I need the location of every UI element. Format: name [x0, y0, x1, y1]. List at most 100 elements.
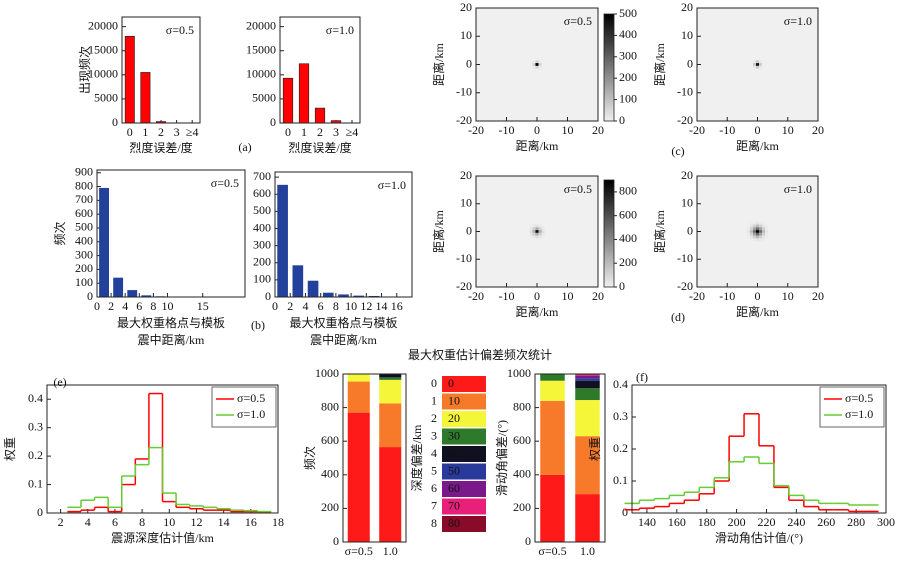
y-tick-label: 5000: [94, 91, 118, 105]
x-axis-label: 震中距离/km: [310, 332, 377, 347]
y-tick-label: 700: [253, 169, 271, 183]
heat-cell: [544, 60, 548, 64]
heat-cell: [541, 224, 545, 228]
panel-label: (d): [671, 310, 685, 324]
bar-segment: [379, 379, 402, 404]
heat-cell: [755, 68, 760, 72]
x-tick-label: 20: [812, 123, 824, 137]
legend-swatch: [442, 516, 486, 532]
y-axis-label: 出现频次: [78, 46, 92, 94]
colorbar-label: 800: [619, 184, 637, 198]
y-tick-label: 800: [513, 399, 531, 413]
x-tick-label: -10: [719, 123, 735, 137]
colorbar-label: 100: [619, 91, 637, 105]
x-tick-label: 0: [285, 125, 291, 139]
y-tick-label: 900: [75, 165, 93, 179]
y-tick-label: 100: [75, 275, 93, 289]
y-tick-label: -10: [456, 251, 472, 265]
heat-cell: [749, 238, 753, 242]
heat-cell: [529, 227, 533, 231]
heat-cell: [541, 57, 545, 61]
heat-cell: [529, 224, 533, 228]
y-tick-label: -10: [456, 85, 472, 99]
heat-cell: [544, 63, 548, 66]
x-tick-label: 220: [757, 515, 775, 529]
y-tick-label: 15000: [88, 42, 118, 56]
heat-cell: [538, 221, 542, 225]
heat-cell: [759, 230, 763, 233]
heat-cell: [749, 68, 753, 72]
bar-segment: [379, 374, 402, 378]
x-tick-label: 200: [728, 515, 746, 529]
x-tick-label: 10: [345, 299, 357, 313]
x-tick-label: 300: [877, 515, 895, 529]
x-tick-label: 6: [112, 515, 118, 529]
x-tick-label: 0: [534, 289, 540, 303]
x-axis-label: 震中距离/km: [138, 332, 205, 347]
y-tick-label: 0.3: [613, 409, 628, 423]
y-tick-label: -10: [677, 85, 693, 99]
y-tick-label: 600: [253, 186, 271, 200]
legend-label: 4: [431, 446, 437, 460]
x-tick-label: 12: [360, 299, 372, 313]
bar-segment: [540, 380, 565, 401]
heat-cell: [535, 238, 539, 242]
heat-cell: [529, 71, 533, 75]
heat-cell: [746, 57, 750, 61]
heat-cell: [541, 235, 545, 239]
y-tick-label: 200: [513, 500, 531, 514]
x-tick-label: 2: [58, 515, 64, 529]
x-tick-label: 3: [174, 125, 180, 139]
heat-cell: [749, 224, 753, 228]
heat-cell: [752, 57, 756, 61]
x-tick-label: 2: [108, 299, 114, 313]
x-tick-label: 0: [534, 123, 540, 137]
y-tick-label: 10: [460, 28, 472, 42]
heat-cell: [535, 71, 539, 75]
heat-cell: [752, 230, 756, 233]
heat-cell: [746, 232, 750, 236]
y-tick-label: 400: [253, 220, 271, 234]
heat-cell: [746, 71, 750, 75]
heat-cell: [532, 65, 536, 69]
heat-cell: [759, 238, 763, 242]
heat-cell: [526, 227, 530, 231]
heat-cell: [526, 68, 530, 72]
axes-frame: [696, 175, 819, 288]
heat-cell: [526, 71, 530, 75]
annotation: σ=1.0: [326, 23, 354, 37]
y-tick-label: 0: [466, 223, 472, 237]
x-axis-label: 烈度误差/度: [288, 140, 351, 155]
x-tick-label: -20: [468, 123, 484, 137]
heat-cell: [526, 63, 530, 66]
heat-cell: [541, 60, 545, 64]
heat-cell: [755, 227, 760, 231]
x-tick-label: 15: [197, 299, 209, 313]
x-tick-label: 16: [245, 515, 257, 529]
heat-cell: [752, 224, 756, 228]
heat-cell: [535, 54, 539, 58]
heat-cell: [765, 71, 769, 75]
heat-cell: [538, 63, 542, 66]
x-tick-label: 10: [562, 123, 574, 137]
heat-cell: [746, 224, 750, 228]
heat-cell: [544, 232, 548, 236]
x-tick-label: 8: [333, 299, 339, 313]
heat-cell: [759, 57, 763, 61]
heat-cell: [759, 63, 763, 66]
x-tick-label: -20: [689, 123, 705, 137]
axes-frame: [96, 169, 246, 298]
heat-cell: [749, 227, 753, 231]
y-axis-label: 距离/km: [431, 43, 446, 86]
colorbar-label: 300: [619, 49, 637, 63]
heat-cell: [746, 68, 750, 72]
annotation: σ=0.5: [166, 23, 194, 37]
colorbar: [603, 13, 615, 122]
x-tick-label: 280: [847, 515, 865, 529]
bar-segment: [575, 374, 600, 376]
y-tick-label: 400: [75, 234, 93, 248]
y-tick-label: 10: [681, 28, 693, 42]
heat-cell: [529, 63, 533, 66]
heat-cell: [529, 232, 533, 236]
x-tick-label: ≥4: [186, 125, 199, 139]
